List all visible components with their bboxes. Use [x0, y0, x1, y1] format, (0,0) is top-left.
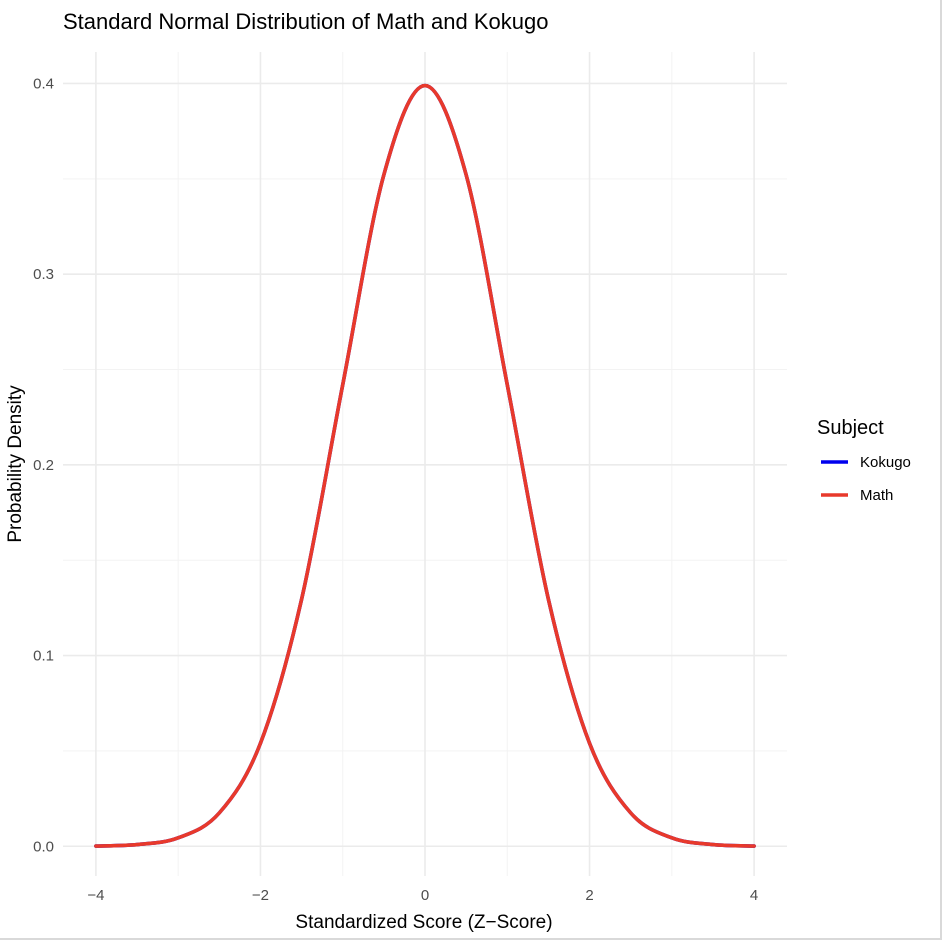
- y-axis-title: Probability Density: [5, 385, 26, 543]
- legend-title: Subject: [817, 417, 884, 439]
- series-line-math: [94, 83, 756, 848]
- x-axis-ticks: −4 −2 0 2 4: [87, 887, 758, 904]
- legend-label-math: Math: [860, 487, 893, 504]
- y-tick-label: 0.3: [33, 266, 54, 283]
- x-tick-label: 4: [750, 887, 758, 904]
- y-tick-label: 0.0: [33, 838, 54, 855]
- y-axis-ticks: 0.0 0.1 0.2 0.3 0.4: [33, 75, 54, 855]
- x-tick-label: −2: [252, 887, 269, 904]
- legend-label-kokugo: Kokugo: [860, 454, 911, 471]
- y-tick-label: 0.1: [33, 648, 54, 665]
- chart-title: Standard Normal Distribution of Math and…: [63, 9, 548, 34]
- series-layer: [94, 83, 756, 848]
- y-tick-label: 0.2: [33, 457, 54, 474]
- y-tick-label: 0.4: [33, 75, 54, 92]
- x-tick-label: 0: [421, 887, 429, 904]
- x-axis-title: Standardized Score (Z−Score): [295, 912, 552, 933]
- legend: Subject Kokugo Math: [817, 417, 911, 504]
- grid: [63, 52, 787, 876]
- x-tick-label: −4: [87, 887, 104, 904]
- x-tick-label: 2: [585, 887, 593, 904]
